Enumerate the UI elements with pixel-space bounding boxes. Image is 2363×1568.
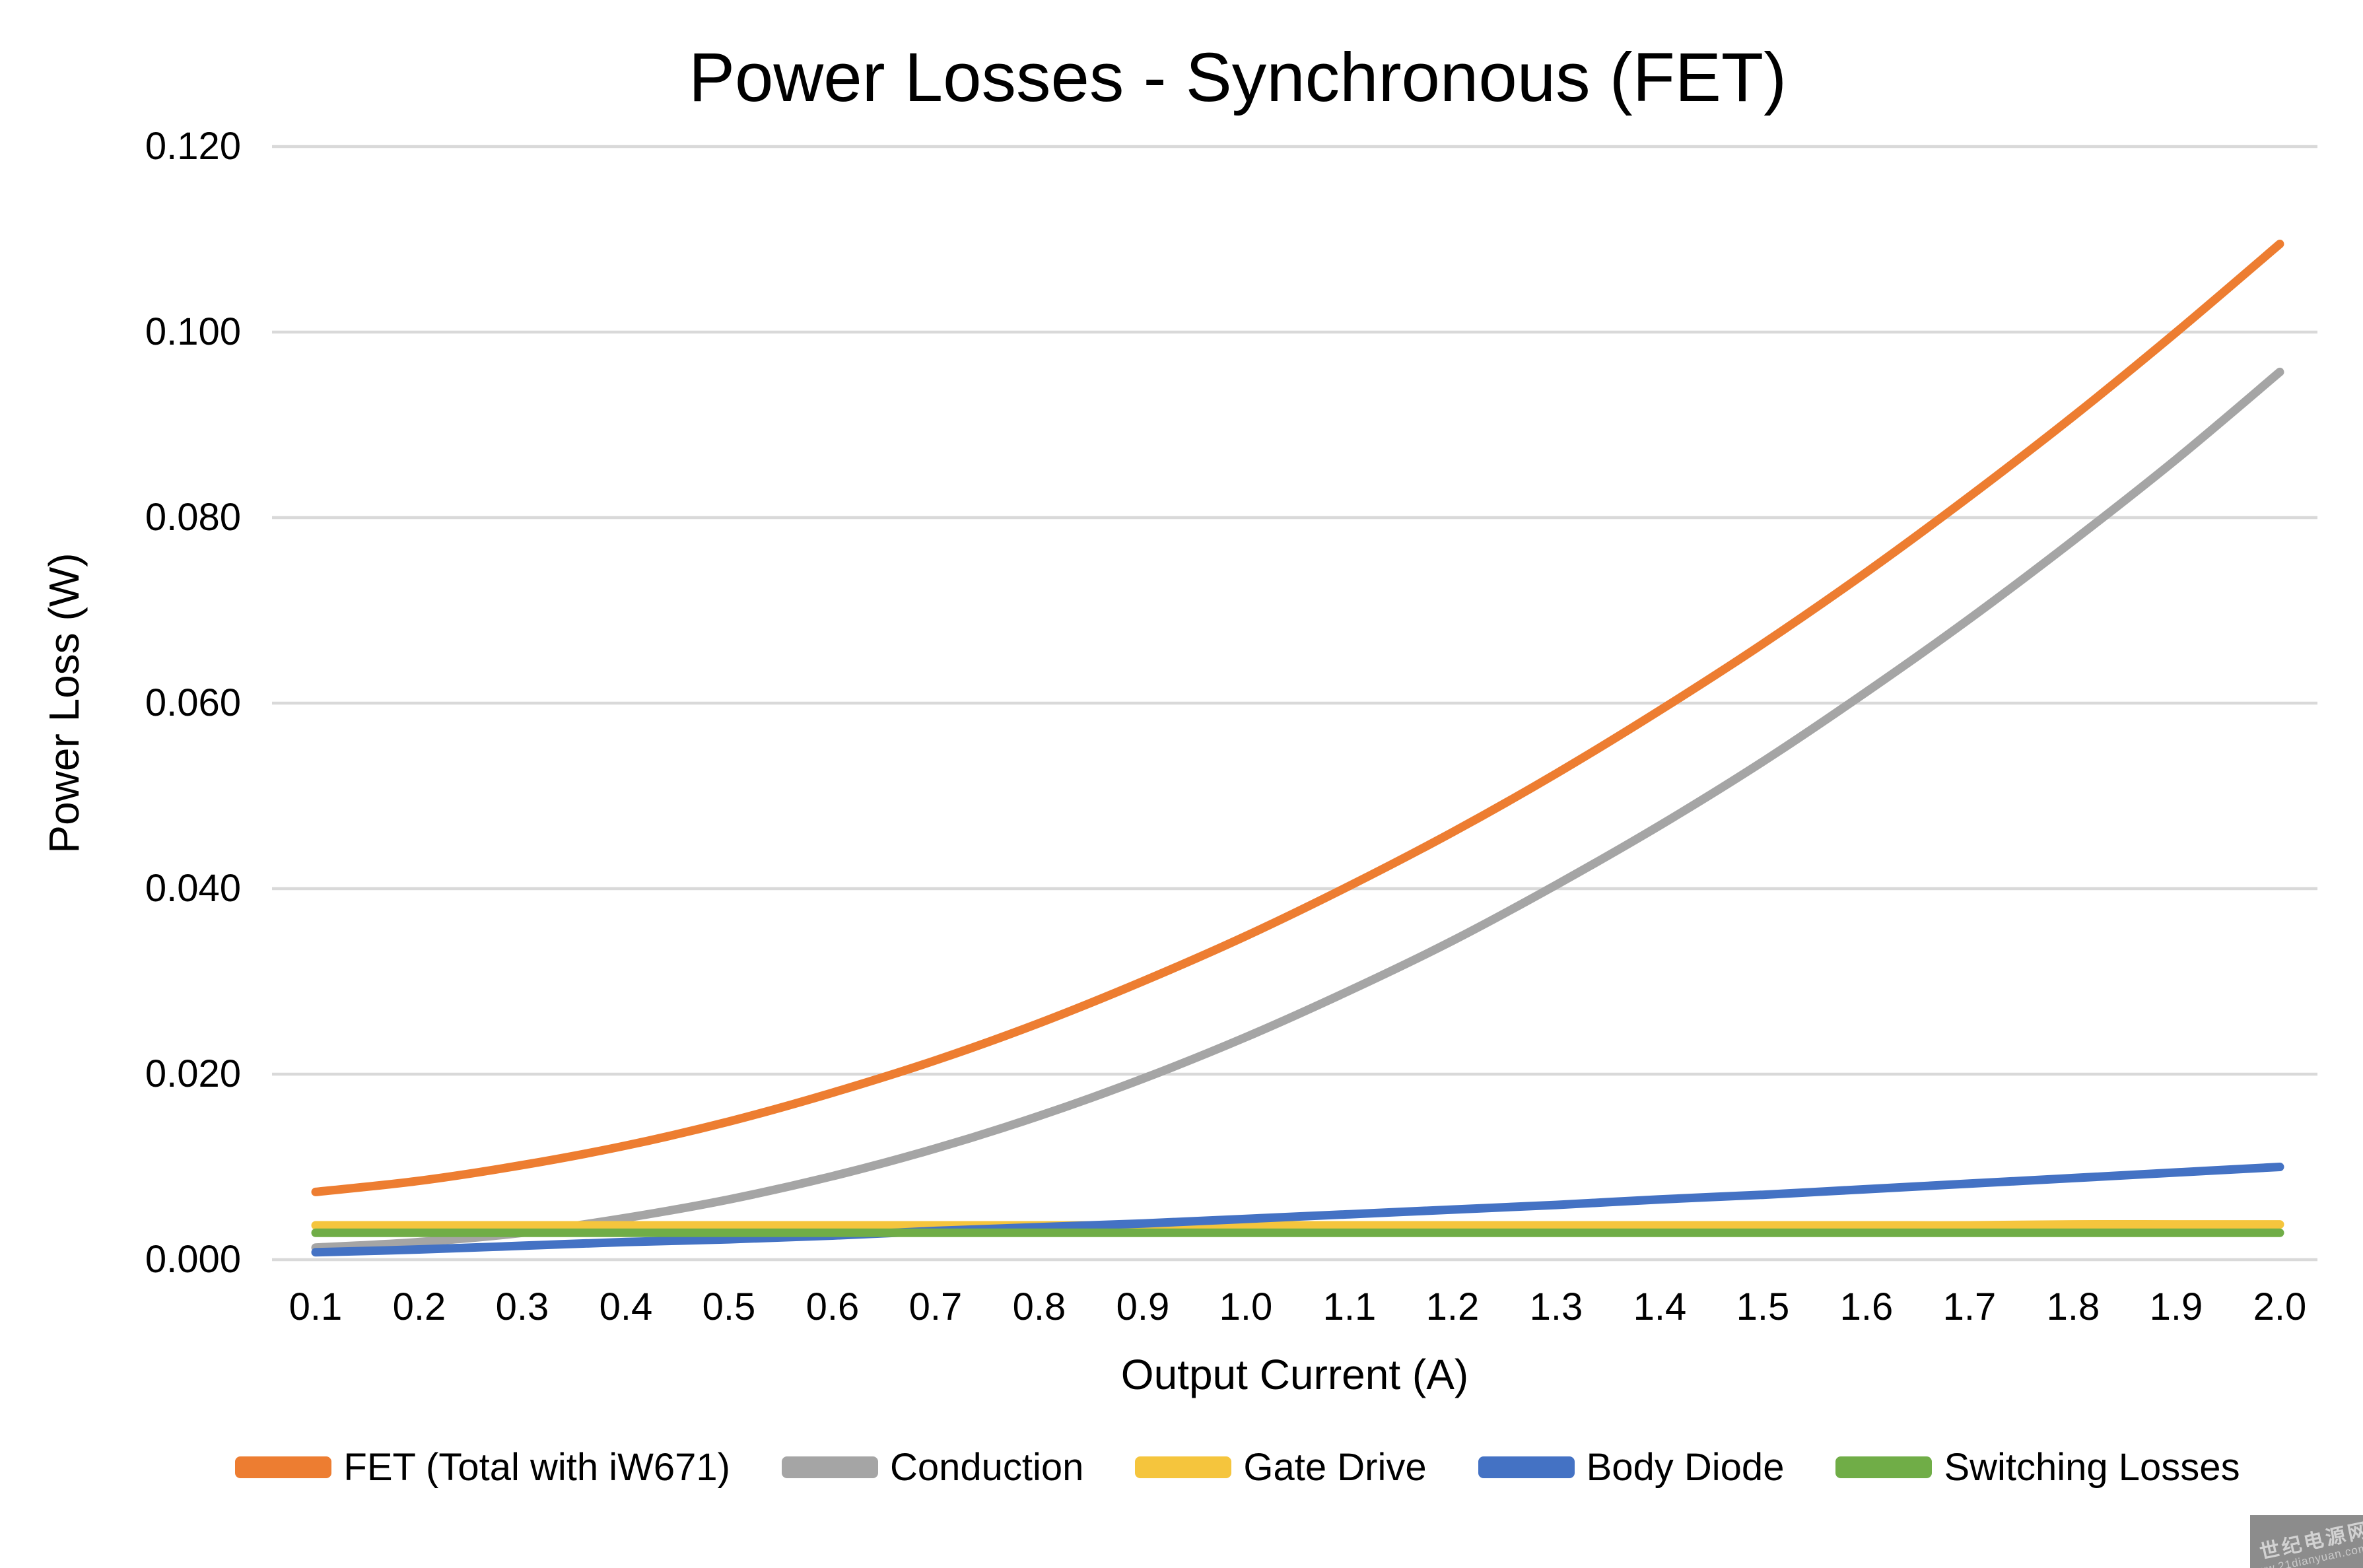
y-tick-label: 0.040 (145, 867, 241, 910)
legend-label: FET (Total with iW671) (343, 1445, 730, 1489)
legend-label: Body Diode (1586, 1445, 1785, 1489)
legend-label: Gate Drive (1243, 1445, 1427, 1489)
y-tick-label: 0.000 (145, 1238, 241, 1281)
legend-label: Switching Losses (1944, 1445, 2240, 1489)
watermark: 世纪电源网 www.21dianyuan.com (2250, 1515, 2363, 1568)
legend-item-gate-drive: Gate Drive (1135, 1445, 1427, 1489)
x-tick-label: 1.3 (1529, 1285, 1583, 1328)
legend-item-switching-losses: Switching Losses (1835, 1445, 2240, 1489)
legend-swatch (235, 1456, 332, 1478)
legend-item-fet-total-with-iw671: FET (Total with iW671) (235, 1445, 730, 1489)
legend-label: Conduction (889, 1445, 1084, 1489)
x-tick-label: 1.5 (1736, 1285, 1790, 1328)
legend-swatch (781, 1456, 878, 1478)
x-tick-label: 1.8 (2046, 1285, 2100, 1328)
x-tick-label: 0.6 (805, 1285, 860, 1328)
x-tick-label: 1.6 (1839, 1285, 1894, 1328)
x-tick-label: 0.5 (702, 1285, 756, 1328)
y-tick-label: 0.120 (145, 125, 241, 168)
x-tick-label: 0.1 (289, 1285, 343, 1328)
x-tick-label: 1.0 (1219, 1285, 1273, 1328)
chart-legend: FET (Total with iW671) Conduction Gate Dri… (56, 1443, 2363, 1491)
legend-swatch (1478, 1456, 1575, 1478)
y-tick-label: 0.100 (145, 310, 241, 353)
legend-item-body-diode: Body Diode (1478, 1445, 1785, 1489)
x-tick-label: 1.4 (1633, 1285, 1687, 1328)
gridlines (272, 145, 2317, 1262)
series-line-fet-total-with-iw671 (311, 240, 2284, 1196)
y-tick-label: 0.020 (145, 1052, 241, 1095)
y-tick-label: 0.060 (145, 681, 241, 724)
series-line-body-diode (311, 1163, 2284, 1257)
x-tick-label: 1.2 (1425, 1285, 1480, 1328)
series-lines (311, 240, 2284, 1257)
series-line-gate-drive (311, 1220, 2284, 1230)
x-tick-label: 0.8 (1012, 1285, 1066, 1328)
legend-swatch (1135, 1456, 1232, 1478)
legend-swatch (1835, 1456, 1933, 1478)
x-tick-label: 2.0 (2253, 1285, 2307, 1328)
x-tick-label: 1.9 (2149, 1285, 2203, 1328)
chart-title: Power Losses - Synchronous (FET) (688, 39, 1787, 116)
watermark-text: 世纪电源网 www.21dianyuan.com (2250, 1515, 2363, 1568)
series-line-conduction (311, 367, 2284, 1252)
x-tick-label: 0.4 (599, 1285, 653, 1328)
x-tick-label: 0.9 (1116, 1285, 1170, 1328)
x-tick-label: 0.7 (908, 1285, 963, 1328)
y-tick-label: 0.080 (145, 496, 241, 539)
x-tick-label: 1.1 (1322, 1285, 1377, 1328)
x-axis-title: Output Current (A) (1120, 1351, 1469, 1398)
legend-item-conduction: Conduction (781, 1445, 1084, 1489)
x-tick-label: 1.7 (1942, 1285, 1997, 1328)
x-tick-label: 0.3 (495, 1285, 549, 1328)
x-tick-label: 0.2 (392, 1285, 446, 1328)
